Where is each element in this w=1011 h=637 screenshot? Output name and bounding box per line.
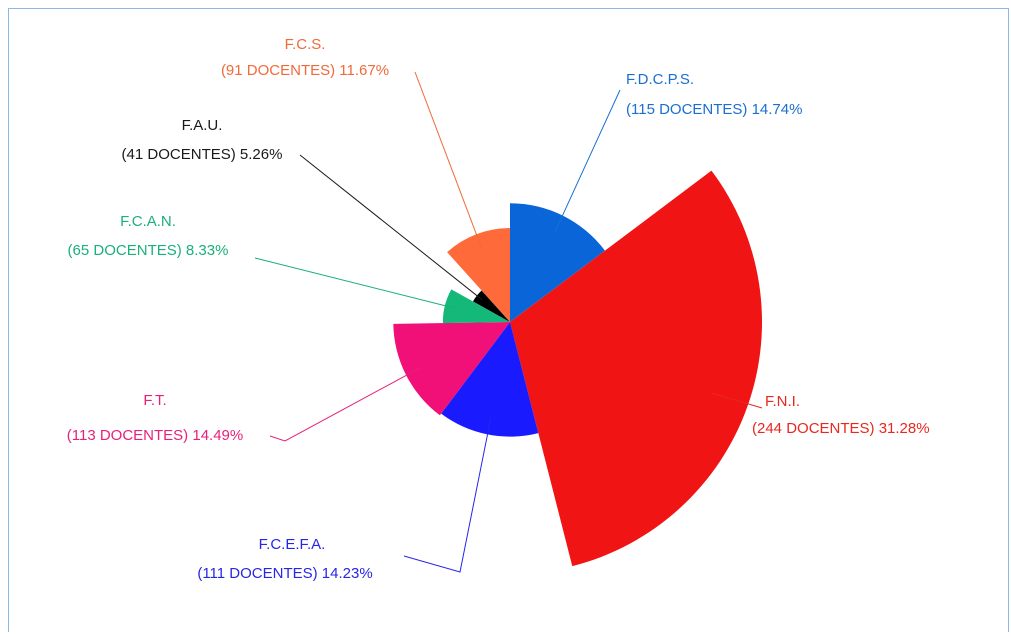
pie-slice	[510, 203, 605, 322]
value-label: (113 DOCENTES) 14.49%	[67, 427, 243, 444]
pie-slice	[441, 322, 539, 437]
leader-line	[254, 257, 455, 309]
leader-line	[554, 89, 621, 232]
value-label: (244 DOCENTES) 31.28%	[752, 420, 930, 437]
pie-slice	[442, 289, 510, 324]
frame	[8, 8, 1009, 637]
value-label: (111 DOCENTES) 14.23%	[197, 565, 372, 582]
value-label: (41 DOCENTES) 5.26%	[122, 146, 283, 163]
pie-slice	[393, 322, 510, 416]
slice-label: F.A.U.	[182, 117, 223, 134]
slice-label: F.N.I.	[765, 393, 800, 410]
slice-label: F.C.A.N.	[120, 213, 176, 230]
pie-slice	[472, 290, 510, 322]
value-label: (65 DOCENTES) 8.33%	[68, 242, 229, 259]
slice-label: F.T.	[143, 392, 166, 409]
leader-line	[711, 392, 763, 409]
slice-label: F.C.E.F.A.	[259, 536, 326, 553]
leader-line	[414, 71, 482, 248]
slice-label: F.C.S.	[285, 36, 326, 53]
pie-slice	[447, 228, 510, 322]
leader-line	[269, 366, 422, 442]
pie-slice	[510, 170, 763, 567]
leader-line	[403, 417, 492, 573]
slice-label: F.D.C.P.S.	[626, 71, 694, 88]
leader-line	[299, 154, 483, 300]
value-label: (91 DOCENTES) 11.67%	[221, 62, 389, 79]
value-label: (115 DOCENTES) 14.74%	[626, 101, 802, 118]
